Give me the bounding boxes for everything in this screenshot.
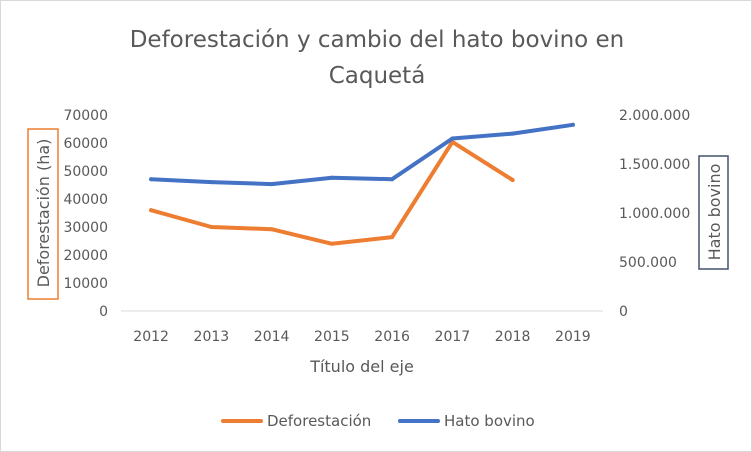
left-axis-tick-label: 20000: [63, 248, 108, 264]
right-axis-tick-label: 500.000: [619, 255, 677, 271]
legend: Deforestación Hato bovino: [221, 412, 535, 430]
right-axis-title-box: [698, 155, 729, 270]
chart-title-line: Caquetá: [329, 63, 426, 89]
right-axis-tick-label: 2.000.000: [619, 108, 690, 124]
series-line-hato-bovino: [149, 122, 575, 187]
data-point: [149, 177, 154, 182]
right-axis-tick-label: 0: [619, 304, 628, 320]
x-axis-tick-label: 2019: [555, 329, 591, 345]
left-axis-tick-label: 30000: [63, 220, 108, 236]
left-axis-title: Deforestación (ha): [34, 139, 53, 288]
chart-title-line: Deforestación y cambio del hato bovino e…: [130, 27, 625, 53]
data-point: [570, 122, 575, 127]
right-axis-tick-label: 1.000.000: [619, 206, 690, 222]
data-point: [329, 175, 334, 180]
x-axis-tick-label: 2017: [435, 329, 471, 345]
left-axis-tick-label: 50000: [63, 164, 108, 180]
left-axis-tick-label: 0: [99, 304, 108, 320]
data-point: [269, 227, 274, 232]
data-point: [510, 131, 515, 136]
data-point: [209, 225, 214, 229]
left-axis-title-box: [27, 128, 59, 300]
chart-title: Deforestación y cambio del hato bovino e…: [130, 27, 625, 89]
left-axis-tick-label: 70000: [63, 108, 108, 124]
x-axis-tick-label: 2016: [374, 329, 410, 345]
legend-label: Hato bovino: [444, 412, 535, 430]
right-axis-title-group: Hato bovino: [698, 155, 729, 270]
data-point: [510, 177, 515, 182]
data-point: [269, 182, 274, 187]
x-axis-title: Título del eje: [309, 357, 414, 376]
data-point: [450, 136, 455, 141]
data-point: [329, 241, 334, 246]
left-axis-title-group: Deforestación (ha): [27, 128, 59, 300]
right-axis-ticks: 0 500.000 1.000.000 1.500.000 2.000.000: [619, 108, 690, 320]
x-axis-tick-label: 2012: [133, 329, 169, 345]
left-axis-ticks: 0 10000 20000 30000 40000 50000 60000 70000: [63, 108, 108, 320]
x-axis-tick-label: 2018: [495, 329, 531, 345]
x-axis-tick-label: 2015: [314, 329, 350, 345]
series-lines: [149, 122, 575, 246]
legend-label: Deforestación: [267, 412, 371, 430]
x-axis-ticks: 2012 2013 2014 2015 2016 2017 2018 2019: [133, 329, 590, 345]
data-point: [390, 177, 395, 182]
data-point: [390, 235, 395, 240]
data-point: [209, 180, 214, 185]
left-axis-tick-label: 60000: [63, 136, 108, 152]
right-axis-tick-label: 1.500.000: [619, 157, 690, 173]
left-axis-tick-label: 10000: [63, 276, 108, 292]
data-point: [149, 208, 154, 213]
left-axis-tick-label: 40000: [63, 192, 108, 208]
x-axis-tick-label: 2014: [254, 329, 290, 345]
x-axis-tick-label: 2013: [194, 329, 230, 345]
series-line-deforestacion: [149, 139, 515, 246]
right-axis-title: Hato bovino: [705, 164, 724, 261]
